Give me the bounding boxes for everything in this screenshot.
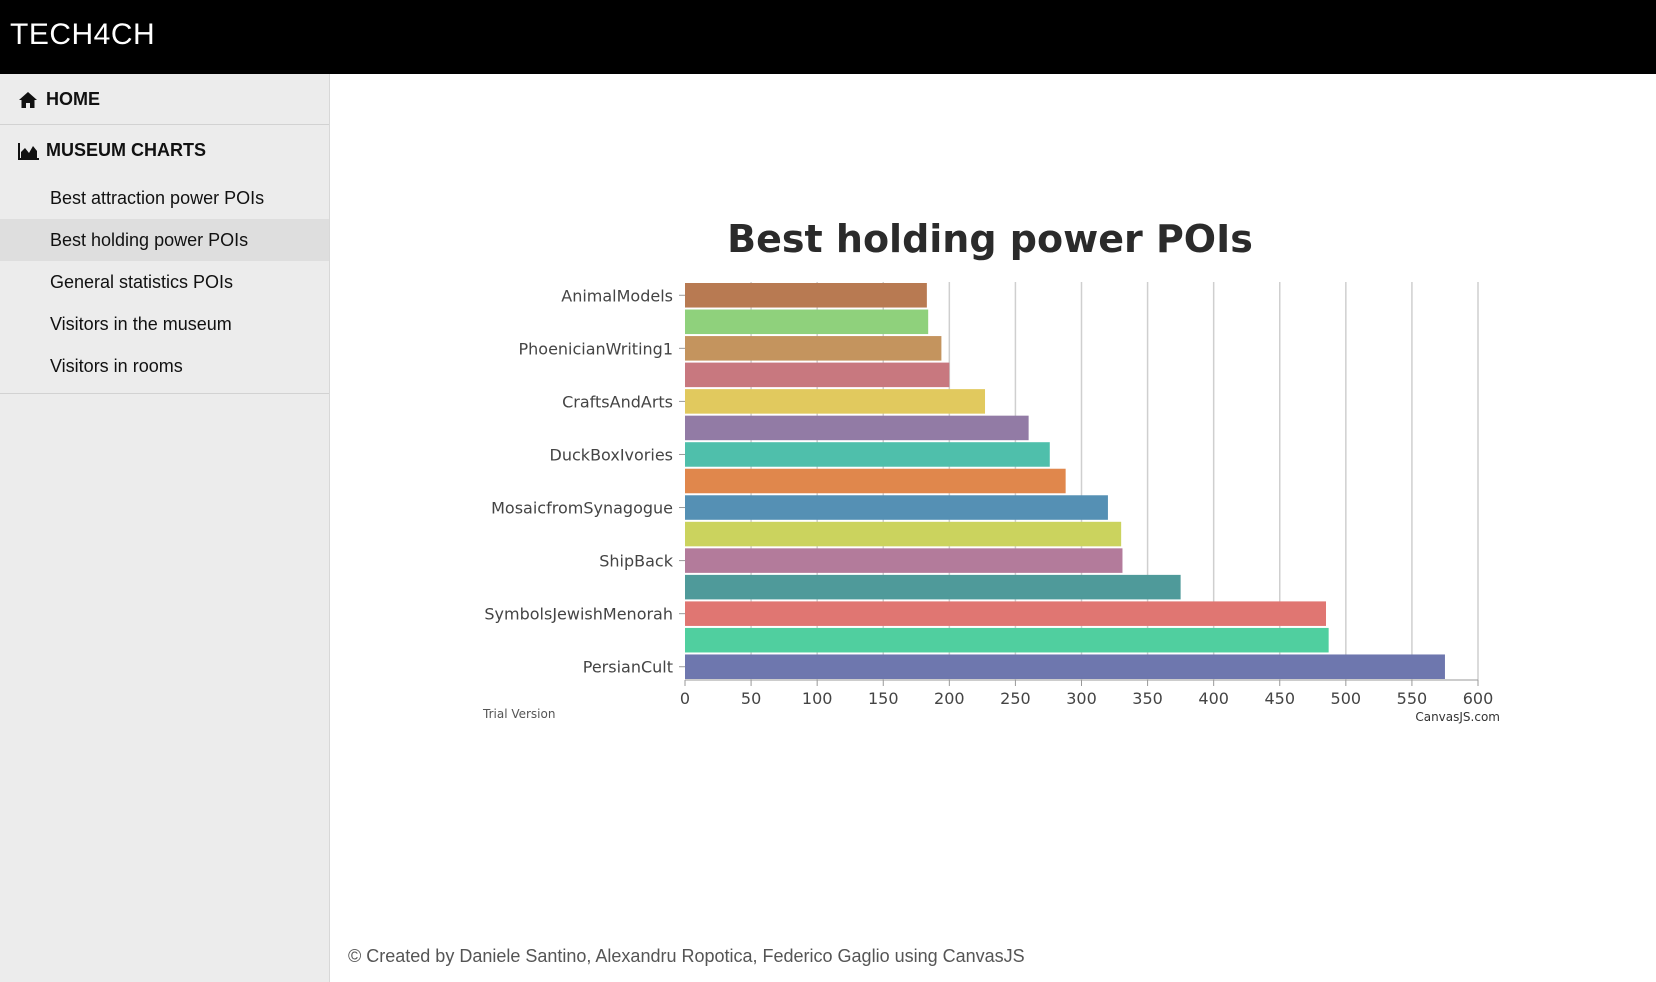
bar[interactable]: [685, 574, 1181, 600]
home-icon: [19, 92, 37, 108]
bar[interactable]: [685, 521, 1122, 547]
bar[interactable]: [685, 495, 1108, 520]
holding-power-bar-chart: Best holding power POIs AnimalModels Phoe…: [482, 217, 1500, 724]
sidebar-item-museum-charts-label: MUSEUM CHARTS: [46, 140, 206, 160]
bar[interactable]: [685, 362, 950, 388]
sidebar-section-museum-charts: MUSEUM CHARTS Best attraction power POIs…: [0, 125, 329, 394]
x-tick-label: 200: [934, 689, 965, 708]
x-tick-label: 450: [1264, 689, 1295, 708]
sidebar-item-visitors-in-rooms[interactable]: Visitors in rooms: [50, 356, 183, 376]
category-label: AnimalModels: [561, 286, 673, 305]
bar[interactable]: [685, 336, 942, 361]
sidebar: HOME MUSEUM CHARTS Best attraction power…: [0, 74, 330, 982]
bar[interactable]: [685, 283, 927, 308]
canvasjs-credit-link[interactable]: CanvasJS.com: [1415, 710, 1500, 724]
bar[interactable]: [685, 548, 1123, 573]
sidebar-item-general-statistics[interactable]: General statistics POIs: [50, 272, 234, 292]
x-tick-label: 50: [741, 689, 761, 708]
x-tick-label: 0: [680, 689, 690, 708]
chart-category-labels: AnimalModels PhoenicianWriting1 CraftsAndA…: [484, 286, 685, 677]
category-label: PhoenicianWriting1: [518, 339, 673, 358]
bar[interactable]: [685, 389, 986, 414]
bar[interactable]: [685, 415, 1029, 441]
area-chart-icon: [18, 143, 39, 160]
footer-credits: © Created by Daniele Santino, Alexandru …: [348, 946, 1025, 966]
x-tick-label: 500: [1331, 689, 1362, 708]
x-tick-label: 350: [1132, 689, 1163, 708]
trial-version-label: Trial Version: [482, 707, 555, 721]
sidebar-item-home-label: HOME: [46, 89, 100, 109]
x-tick-label: 300: [1066, 689, 1097, 708]
category-label: SymbolsJewishMenorah: [484, 605, 673, 624]
x-tick-label: 250: [1000, 689, 1031, 708]
category-label: PersianCult: [583, 658, 673, 677]
x-tick-label: 600: [1463, 689, 1494, 708]
sidebar-item-visitors-in-museum[interactable]: Visitors in the museum: [50, 314, 232, 334]
bar[interactable]: [685, 601, 1327, 626]
chart-bars: [685, 283, 1445, 679]
bar[interactable]: [685, 468, 1066, 494]
category-label: DuckBoxIvories: [550, 445, 673, 464]
category-label: ShipBack: [599, 552, 673, 571]
x-tick-label: 400: [1198, 689, 1229, 708]
sidebar-item-museum-charts[interactable]: MUSEUM CHARTS: [0, 125, 329, 177]
bar[interactable]: [685, 627, 1329, 653]
sidebar-item-best-holding-power[interactable]: Best holding power POIs: [0, 219, 329, 261]
sidebar-item-best-attraction-power[interactable]: Best attraction power POIs: [50, 188, 265, 208]
bar[interactable]: [685, 442, 1050, 467]
top-bar: TECH4CH: [0, 0, 1656, 74]
chart-title: Best holding power POIs: [727, 217, 1253, 261]
bar[interactable]: [685, 654, 1445, 679]
sidebar-item-home[interactable]: HOME: [0, 74, 329, 125]
x-tick-label: 550: [1397, 689, 1428, 708]
bar[interactable]: [685, 309, 929, 335]
category-label: MosaicfromSynagogue: [491, 499, 673, 518]
brand-title[interactable]: TECH4CH: [10, 18, 156, 51]
x-tick-label: 150: [868, 689, 899, 708]
category-label: CraftsAndArts: [562, 392, 673, 411]
chart-x-tick-labels: 0 50 100 150 200 250 300 350 400 450 500 550 600: [680, 679, 1494, 708]
x-tick-label: 100: [802, 689, 833, 708]
